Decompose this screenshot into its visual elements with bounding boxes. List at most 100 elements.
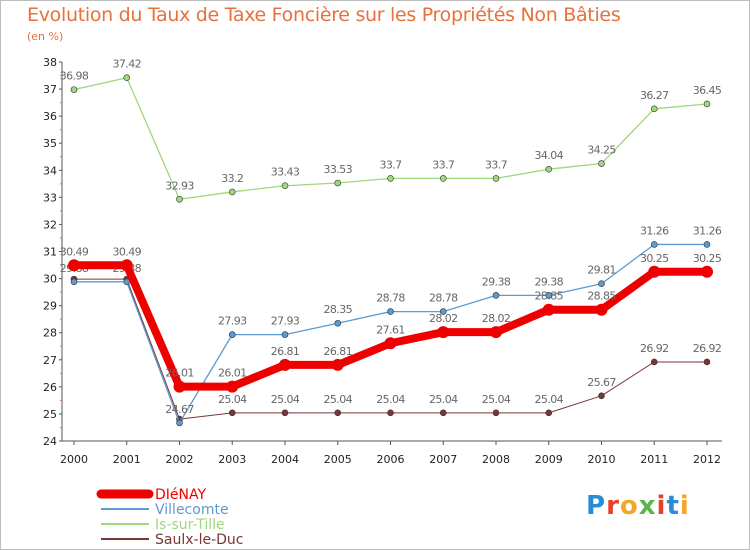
data-point bbox=[384, 337, 397, 350]
data-point bbox=[334, 319, 342, 327]
x-tick-label: 2007 bbox=[429, 453, 457, 466]
data-point bbox=[334, 409, 342, 417]
data-label: 33.7 bbox=[379, 158, 402, 171]
data-point bbox=[279, 358, 291, 371]
data-label: 26.01 bbox=[218, 367, 247, 380]
data-point bbox=[281, 331, 289, 338]
series-is-sur-tille: 36.98 37.42 32.93 33.2 33.43 33.53 33.7 33.7 33.… bbox=[60, 58, 722, 203]
data-label: 36.98 bbox=[60, 70, 89, 83]
y-tick-label: 37 bbox=[43, 83, 57, 96]
data-point bbox=[228, 188, 236, 196]
x-tick-label: 2002 bbox=[166, 453, 194, 466]
data-label: 26.92 bbox=[693, 342, 722, 355]
x-tick-label: 2011 bbox=[640, 453, 668, 466]
data-label: 33.7 bbox=[432, 158, 455, 171]
data-label: 25.04 bbox=[218, 393, 247, 406]
y-tick-label: 26 bbox=[43, 381, 57, 394]
data-point bbox=[492, 175, 500, 182]
series-di-nay: 30.49 30.49 26.01 26.01 26.81 26.81 27.61 28.02… bbox=[60, 245, 722, 393]
data-label: 24.67 bbox=[165, 403, 194, 416]
data-label: 29.81 bbox=[587, 264, 616, 277]
data-point bbox=[598, 160, 605, 167]
data-label: 26.81 bbox=[271, 345, 300, 358]
x-tick-label: 2004 bbox=[271, 453, 299, 466]
legend-label-saulx-le-duc: Saulx-le-Duc bbox=[155, 532, 243, 548]
data-point bbox=[334, 179, 342, 187]
data-label: 27.93 bbox=[271, 315, 300, 328]
data-label: 28.35 bbox=[324, 303, 353, 316]
data-point bbox=[228, 331, 236, 338]
data-point bbox=[545, 165, 553, 173]
data-label: 33.7 bbox=[485, 158, 508, 171]
data-label: 34.25 bbox=[587, 144, 616, 157]
data-label: 36.27 bbox=[640, 89, 669, 102]
y-tick-label: 34 bbox=[43, 164, 57, 177]
data-point bbox=[70, 278, 78, 286]
data-point bbox=[439, 175, 447, 182]
data-point bbox=[545, 292, 553, 299]
data-point bbox=[703, 100, 711, 108]
data-label: 33.53 bbox=[324, 163, 353, 176]
data-label: 30.49 bbox=[113, 245, 142, 258]
data-point bbox=[228, 409, 236, 417]
data-point bbox=[173, 380, 186, 393]
data-label: 32.93 bbox=[165, 179, 194, 192]
data-point bbox=[598, 392, 605, 400]
y-tick-label: 31 bbox=[43, 246, 57, 259]
y-tick-label: 36 bbox=[43, 110, 57, 123]
data-point bbox=[650, 241, 658, 248]
data-label: 25.67 bbox=[587, 376, 616, 389]
data-label: 28.02 bbox=[482, 312, 511, 325]
x-tick-label: 2005 bbox=[324, 453, 352, 466]
data-point bbox=[648, 265, 661, 278]
data-label: 33.43 bbox=[271, 166, 300, 179]
logo-letter: i bbox=[679, 491, 690, 521]
data-point bbox=[545, 409, 553, 417]
data-point bbox=[542, 303, 555, 316]
series-saulx-le-duc: 25.04 25.04 25.04 25.04 25.04 25.04 25.04 25.67… bbox=[70, 275, 722, 423]
data-label: 25.04 bbox=[429, 393, 458, 406]
data-label: 31.26 bbox=[640, 224, 669, 237]
data-point bbox=[650, 105, 658, 113]
series-villecomte: 29.8829.8824.6727.9327.9328.3528.7828.78… bbox=[60, 224, 722, 427]
data-point bbox=[387, 409, 394, 417]
logo-letter: t bbox=[666, 491, 680, 521]
data-label: 26.92 bbox=[640, 342, 669, 355]
data-point bbox=[701, 265, 713, 278]
y-tick-label: 32 bbox=[43, 218, 57, 231]
y-tick-label: 29 bbox=[43, 300, 57, 313]
data-point bbox=[226, 380, 239, 393]
logo-letter: o bbox=[619, 491, 639, 521]
data-label: 25.04 bbox=[482, 393, 511, 406]
data-point bbox=[123, 74, 131, 82]
x-tick-label: 2001 bbox=[113, 453, 141, 466]
data-point bbox=[492, 409, 500, 417]
data-point bbox=[281, 409, 289, 417]
data-point bbox=[70, 86, 78, 93]
chart-title: Evolution du Taux de Taxe Foncière sur l… bbox=[27, 4, 621, 26]
data-label: 31.26 bbox=[693, 224, 722, 237]
data-point bbox=[120, 259, 133, 272]
data-point bbox=[387, 308, 394, 315]
data-label: 28.85 bbox=[535, 290, 564, 303]
data-point bbox=[595, 303, 608, 316]
data-label: 28.78 bbox=[429, 292, 458, 305]
x-tick-label: 2006 bbox=[377, 453, 405, 466]
data-point bbox=[439, 308, 447, 315]
data-label: 34.04 bbox=[535, 149, 564, 162]
data-point bbox=[490, 326, 502, 339]
data-label: 27.61 bbox=[376, 323, 405, 336]
logo-letter: x bbox=[638, 491, 657, 521]
legend-label-di-nay: DIéNAY bbox=[155, 487, 206, 503]
y-tick-label: 27 bbox=[43, 354, 57, 367]
data-point bbox=[281, 182, 289, 190]
data-point bbox=[598, 280, 605, 288]
logo-letter: i bbox=[656, 491, 667, 521]
x-tick-label: 2000 bbox=[60, 453, 88, 466]
plot-area bbox=[62, 62, 722, 441]
data-point bbox=[176, 195, 183, 203]
data-label: 29.38 bbox=[535, 275, 564, 288]
data-label: 25.04 bbox=[324, 393, 353, 406]
data-label: 28.85 bbox=[587, 290, 616, 303]
